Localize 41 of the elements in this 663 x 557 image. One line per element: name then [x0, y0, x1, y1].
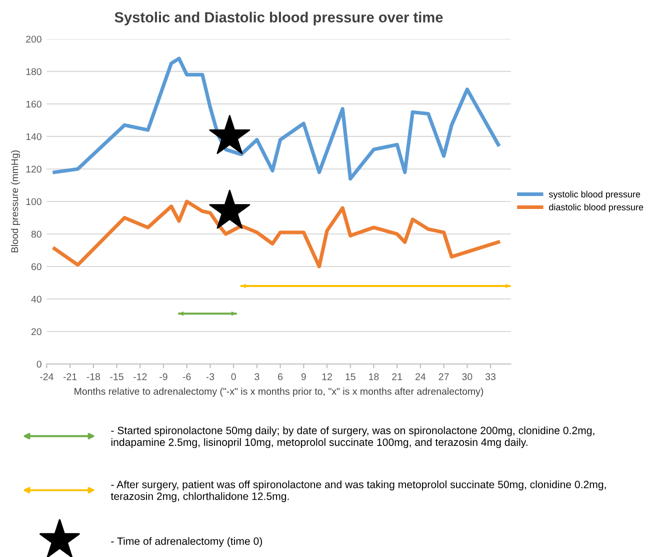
x-tick-label: 24: [416, 373, 426, 380]
y-tick-label: 100: [26, 198, 42, 206]
y-axis-title: Blood pressure (mmHg): [10, 150, 20, 252]
x-tick-label: -6: [182, 373, 191, 380]
y-tick-label: 0: [36, 360, 42, 368]
y-tick-label: 80: [31, 230, 42, 238]
x-tick-label: 27: [438, 373, 449, 380]
y-tick-label: 180: [26, 68, 42, 76]
x-tick-label: 15: [346, 373, 356, 380]
x-axis-title: Months relative to adrenalectomy ("-x" is x months prior to, "x" is x months after adrenalectomy): [74, 388, 484, 397]
x-tick-label: 30: [462, 373, 472, 380]
line-series: [52, 200, 500, 268]
x-tick-label: 0: [231, 373, 236, 380]
line-series: [52, 56, 500, 181]
text: - Time of adrenalectomy (time 0): [111, 537, 262, 547]
x-tick-label: -3: [206, 373, 214, 380]
x-tick-label: 21: [392, 373, 402, 380]
x-tick-label: -9: [160, 373, 168, 380]
text: - After surgery, patient was off spironolactone and was taking metoprolol succinate 50mg, clonidine 0.2mg, terazosin 2mg, chlorthalidone 12.5mg.: [110, 480, 606, 502]
y-tick-label: 60: [31, 263, 42, 270]
legend-label: diastolic blood pressure: [549, 204, 644, 212]
x-tick-label: 6: [278, 373, 283, 380]
x-tick-label: -24: [40, 373, 54, 380]
y-tick-label: 160: [26, 100, 42, 108]
x-tick-label: 9: [301, 373, 306, 380]
x-tick-label: 33: [485, 373, 496, 380]
y-tick-label: 140: [26, 133, 42, 140]
y-tick-label: 120: [26, 166, 42, 173]
y-tick-label: 40: [31, 296, 42, 303]
chart-title: Systolic and Diastolic blood pressure over time: [114, 12, 443, 26]
y-tick-label: 200: [26, 36, 42, 43]
legend-label: systolic blood pressure: [548, 190, 640, 200]
y-tick-label: 20: [31, 328, 42, 336]
x-tick-label: 3: [254, 373, 260, 380]
x-tick-label: -21: [63, 373, 77, 380]
x-tick-label: 18: [369, 373, 379, 380]
x-tick-label: -12: [134, 373, 147, 380]
x-tick-label: 12: [322, 373, 332, 380]
x-tick-label: -18: [86, 373, 100, 380]
text: - Started spironolactone 50mg daily; by date of surgery, was on spironolactone 200mg, clonidine 0.2mg, indapamine 2.5mg, lisinopril 10mg, metoprolol succinate 100mg, and terazosin 4mg daily.: [111, 426, 594, 448]
x-tick-label: -15: [110, 373, 124, 380]
